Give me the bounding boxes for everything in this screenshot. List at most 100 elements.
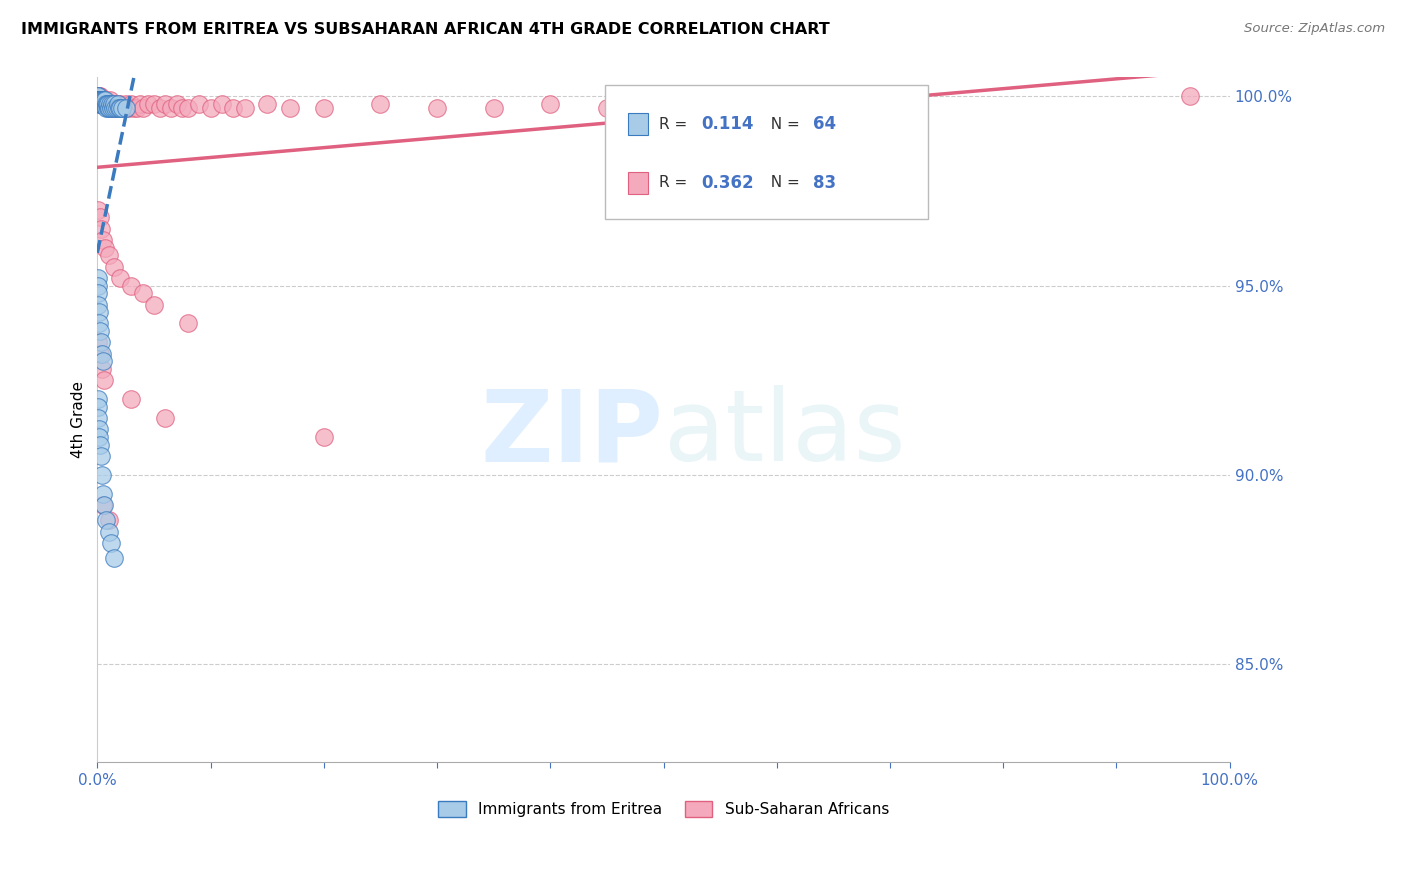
Point [426,101,449,115]
Point [111,101,134,115]
Text: IMMIGRANTS FROM ERITREA VS SUBSAHARAN AFRICAN 4TH GRADE CORRELATION CHART: IMMIGRANTS FROM ERITREA VS SUBSAHARAN AF… [21,22,830,37]
Point [222,101,245,115]
Point [89,93,111,107]
Point [91,354,114,368]
Point [100,97,122,112]
Point [89,93,111,107]
Point [90,93,112,107]
Point [256,97,278,112]
Point [89,437,111,451]
Point [93,97,115,112]
Point [105,101,128,115]
Point [87,305,110,319]
Point [104,101,127,115]
Point [90,222,112,236]
Point [87,93,110,107]
Point [93,373,115,387]
Point [108,271,131,285]
Point [108,101,131,115]
Point [91,97,114,112]
Point [1178,89,1201,103]
Point [101,101,124,115]
Point [129,97,152,112]
Text: R =: R = [659,176,697,190]
Point [596,101,619,115]
Point [100,101,122,115]
Point [89,211,111,225]
Point [91,487,114,501]
Point [91,93,114,107]
Point [97,248,120,262]
Point [143,297,166,311]
Point [96,93,118,107]
Point [96,97,118,112]
Text: ZIP: ZIP [481,385,664,483]
Point [211,97,233,112]
Point [87,93,110,107]
Point [122,101,145,115]
Point [538,97,561,112]
Point [90,97,112,112]
Point [89,324,111,338]
Point [312,430,335,444]
Point [172,101,194,115]
Point [90,93,112,107]
Point [143,97,166,112]
Point [87,93,110,107]
Point [114,101,136,115]
Point [114,97,136,112]
Point [97,101,120,115]
Legend: Immigrants from Eritrea, Sub-Saharan Africans: Immigrants from Eritrea, Sub-Saharan Afr… [432,795,896,823]
Point [94,97,117,112]
Point [103,101,125,115]
Point [94,241,117,255]
Point [103,97,125,112]
Point [149,101,172,115]
Point [103,260,125,274]
Point [87,422,110,436]
Point [120,392,142,406]
Y-axis label: 4th Grade: 4th Grade [72,382,86,458]
Point [188,97,211,112]
Point [177,101,200,115]
Point [103,97,125,112]
Point [87,89,110,103]
Point [160,101,183,115]
Point [131,286,153,301]
Point [93,97,115,112]
Point [87,430,110,444]
Point [107,97,129,112]
Point [97,97,120,112]
Text: N =: N = [761,176,804,190]
Point [94,93,117,107]
Point [98,93,121,107]
Text: R =: R = [659,117,697,132]
Point [90,93,112,107]
Point [89,89,111,103]
Point [97,524,120,539]
Point [87,400,110,414]
Point [89,347,111,361]
Point [101,97,124,112]
Point [90,467,112,482]
Text: 0.114: 0.114 [702,115,754,133]
Point [91,233,114,247]
Point [233,101,256,115]
Point [91,97,114,112]
Point [90,97,112,112]
Point [107,97,129,112]
Point [155,97,177,112]
Point [98,97,121,112]
Point [91,498,114,512]
Point [90,93,112,107]
Point [93,97,115,112]
Point [87,286,110,301]
Point [118,101,141,115]
Point [104,101,127,115]
Point [87,93,110,107]
Point [89,93,111,107]
Point [901,93,924,107]
Text: 0.362: 0.362 [702,174,754,192]
Text: 83: 83 [813,174,835,192]
Point [96,101,118,115]
